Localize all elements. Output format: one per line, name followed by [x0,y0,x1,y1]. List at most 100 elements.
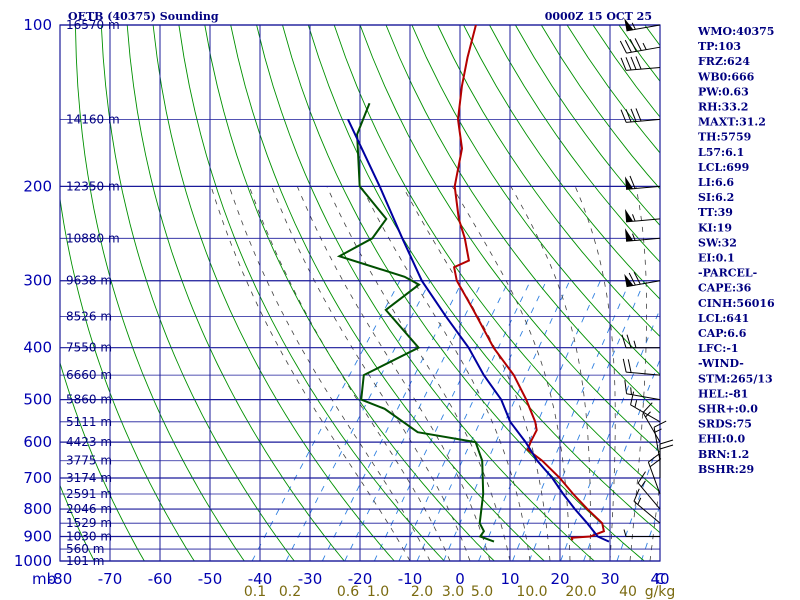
index-item: LI:6.6 [698,176,734,189]
wind-barb-feather [648,453,660,463]
index-item: SRDS:75 [698,418,752,431]
wind-barb-staff [626,66,661,71]
wind-barb-feather [642,402,653,413]
pressure-tick-label: 1000 [14,552,52,570]
temp-tick-label: -30 [298,570,323,588]
wind-barbs [619,18,674,537]
wind-barb-feather [624,39,632,53]
index-item: CINH:56016 [698,297,775,310]
pressure-tick-label: 100 [23,16,52,34]
wind-barb-flag [624,228,634,242]
wind-barb-feather [625,109,632,123]
mixing-ratio-line [398,280,531,561]
index-item: FRZ:624 [698,55,750,68]
wind-barb-staff [626,371,661,376]
wind-barb-staff [626,185,661,190]
temp-tick-label: -20 [348,570,373,588]
height-label: 560 m [66,542,104,556]
height-label: 5111 m [66,415,112,429]
wind-barb-half-feather [633,340,637,348]
wind-barb-feather [633,271,641,285]
wind-barb-staff [626,218,661,223]
wind-barb-feather [622,358,627,373]
index-item: RH:33.2 [698,101,748,114]
index-item: CAPE:36 [698,282,752,295]
wind-barb-staff [637,482,661,510]
wind-barb-feather [625,57,632,71]
mixing-ratio-line [373,280,510,561]
temp-tick-label: -70 [98,570,123,588]
index-item: SW:32 [698,236,737,249]
index-item: HEL:-81 [698,387,748,400]
index-item: -PARCEL- [698,267,757,280]
wind-barb-half-feather [634,400,638,408]
height-label: 4423 m [66,435,112,449]
wind-barb-feather [637,471,646,484]
index-item: TT:39 [698,206,733,219]
temp-tick-label: 10 [500,570,519,588]
mixing-ratio-label: 2.0 [411,584,433,600]
wind-barb-feather [629,175,636,189]
wind-barb-flag [624,18,634,31]
wind-barb-feather [626,334,632,348]
height-label: 7550 m [66,341,112,355]
temp-tick-label: -80 [48,570,73,588]
index-item: SI:6.2 [698,191,734,204]
pressure-tick-label: 200 [23,177,52,195]
moist-adiabat [629,186,647,561]
height-label: 6660 m [66,368,112,382]
wind-barb-flag [624,273,634,287]
height-label: 1030 m [66,529,112,543]
wind-barb-feather [659,444,674,450]
mixing-ratio-label: 3.0 [442,584,464,600]
wind-barb-half-feather [623,529,627,537]
index-item: EHI:0.0 [698,433,745,446]
wind-barb-feather [620,57,627,71]
wind-barb-staff [626,237,661,242]
mixing-ratio-label: 40 [619,584,637,600]
index-item: EI:0.1 [698,252,735,265]
moist-adiabat [210,186,411,561]
mixing-ratio-label: 0.2 [279,584,301,600]
wind-barb-feather [627,359,632,373]
station-title: OETB (40375) Sounding [68,10,219,23]
mixing-ratio-line [344,280,483,561]
pressure-tick-label: 400 [23,339,52,357]
temp-tick-label: 20 [550,570,569,588]
mixing-ratio-label: 0.6 [337,584,359,600]
wind-barb-half-feather [640,480,646,488]
wind-barb-feather [635,108,642,122]
ylabel-mb: mb [32,570,56,588]
height-label: 2046 m [66,502,112,516]
wind-barb-feather [649,458,662,468]
index-item: TP:103 [698,40,741,53]
wind-barb-feather [630,391,635,405]
index-item: KI:19 [698,221,732,234]
wind-barb-half-feather [630,387,632,395]
index-item: CAP:6.6 [698,327,747,340]
wind-barb-feather [630,56,637,70]
wind-barb-feather [634,38,642,51]
height-label: 16570 m [66,18,120,32]
temp-tick-label: -50 [198,570,223,588]
index-item: -WIND- [698,357,744,370]
mixing-ratio-label: 0.1 [244,584,266,600]
wind-barb-flag [624,176,634,190]
wind-barb-staff [626,46,661,54]
wind-barb-feather [619,40,627,54]
xlabel-c: C [655,570,665,588]
pressure-tick-label: 300 [23,272,52,290]
pressure-tick-label: 900 [23,527,52,545]
index-item: SHR+:0.0 [698,403,758,416]
indices-panel: WMO:40375 TP:103 FRZ:624 WB0:666 PW:0.63 RH:3… [697,25,775,476]
height-label: 5860 m [66,393,112,407]
series-lines [336,25,610,543]
parcel-line [347,118,610,543]
wind-barb-feather [621,334,627,348]
wind-barb-half-feather [642,42,647,50]
index-item: LFC:-1 [698,342,739,355]
index-item: STM:265/13 [698,372,773,385]
dewpoint-line [336,102,495,543]
